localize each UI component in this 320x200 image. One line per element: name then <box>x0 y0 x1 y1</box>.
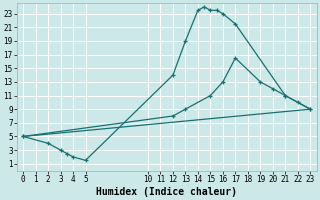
X-axis label: Humidex (Indice chaleur): Humidex (Indice chaleur) <box>96 186 237 197</box>
